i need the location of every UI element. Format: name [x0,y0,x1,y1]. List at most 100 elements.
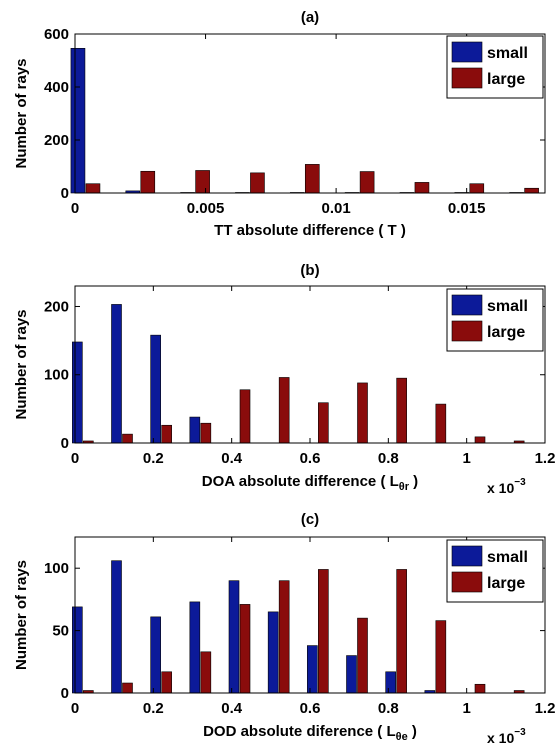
legend-swatch-small [451,545,483,567]
bar-large [122,682,133,694]
bar-large [396,377,407,444]
x-tick-label: 0 [71,200,79,217]
bar-large [414,182,430,194]
bar-large [195,170,210,194]
x-tick-label: 0 [71,450,79,467]
y-tick-label: 100 [44,560,69,577]
legend-swatch-large [451,67,483,89]
x-axis-label-main: DOD absolute diference ( L [203,723,396,740]
legend-swatch-small [451,294,483,316]
legend-swatch-large [451,571,483,593]
bar-large [474,683,486,694]
x-axis-label-subscript: θr [399,481,410,493]
x-tick-label: 0 [71,700,79,717]
chart-panel-1: (a) 0 0.005 0.01 0.015 0 200 400 600 Number of ra… [13,9,546,239]
legend-swatch-large [451,320,483,342]
x-tick-label: 1 [462,700,470,717]
x-tick-label: 0.4 [221,700,243,717]
bar-large [435,403,447,444]
bar-large [304,164,320,194]
y-axis-label: Number of rays [13,560,30,670]
bar-large [239,604,251,694]
x-axis-label: TT absolute difference ( T ) [214,222,406,239]
chart-panel-2: (b) 0 0.2 0.4 0.6 0.8 1 1.2 0 100 200 Number of ray… [13,262,555,496]
bar-small [72,606,83,694]
bar-small [111,560,122,694]
bar-large [278,580,290,694]
y-tick-label: 0 [61,185,69,202]
bar-small [267,611,279,694]
bar-small [72,341,83,444]
bar-large [469,183,485,194]
y-tick-label: 200 [44,132,69,149]
x-tick-label: 0.6 [300,700,321,717]
legend-swatch-small [451,41,483,63]
x-axis-exponent: x 10−3 [487,727,526,746]
bar-small [189,601,201,694]
legend-label-small: small [487,549,528,566]
exponent-power: −3 [514,727,526,738]
x-axis-label-end: ) [408,723,417,740]
x-axis-label-main: DOA absolute difference ( L [202,473,399,490]
bar-large [161,671,172,694]
x-tick-label: 0.015 [448,200,486,217]
bar-large [140,170,156,194]
bar-small [111,304,122,444]
x-tick-label: 1.2 [535,700,556,717]
x-tick-label: 0.8 [378,450,399,467]
x-tick-label: 0.01 [322,200,351,217]
bar-small [150,616,161,694]
legend: small large [446,35,544,99]
x-tick-label: 0.2 [143,700,164,717]
x-tick-label: 0.8 [378,700,399,717]
x-axis-label-main: TT absolute difference ( T ) [214,222,406,239]
bar-small [189,416,201,444]
bar-large [278,377,290,444]
bar-large [435,620,447,694]
legend-label-large: large [487,575,525,592]
bar-large [396,569,407,694]
bar-large [200,651,212,694]
bar-large [200,422,212,444]
bar-small [346,655,357,694]
legend: small large [446,288,544,352]
bar-small [385,671,396,694]
y-tick-label: 100 [44,367,69,384]
y-tick-label: 600 [44,26,69,43]
legend-label-small: small [487,298,528,315]
x-axis-label: DOA absolute difference ( Lθr ) [202,473,418,493]
exponent-base: x 10 [487,730,514,746]
bar-large [122,433,133,444]
bar-small [307,645,318,694]
y-tick-label: 0 [61,685,69,702]
legend-label-large: large [487,324,525,341]
axes-box [74,33,546,194]
bar-large [359,171,375,194]
legend: small large [446,539,544,603]
bar-large [318,569,329,694]
y-tick-label: 50 [52,623,69,640]
bar-large [239,389,251,444]
chart-title: (b) [300,262,319,279]
x-axis-exponent: x 10−3 [487,477,526,496]
y-tick-label: 400 [44,79,69,96]
x-tick-label: 1 [462,450,470,467]
chart-title: (c) [301,511,319,528]
chart-title: (a) [301,9,319,26]
x-tick-label: 0.4 [221,450,243,467]
chart-panel-3: (c) 0 0.2 0.4 0.6 0.8 1 1.2 0 50 100 Number of rays… [13,511,555,746]
legend-label-small: small [487,45,528,62]
y-axis-label: Number of rays [13,58,30,168]
bar-small [70,48,86,194]
x-axis-label: DOD absolute diference ( Lθe ) [203,723,417,743]
bar-large [357,382,368,444]
bar-large [85,183,101,194]
exponent-power: −3 [514,477,526,488]
exponent-base: x 10 [487,480,514,496]
legend-label-large: large [487,71,525,88]
y-tick-label: 200 [44,298,69,315]
bar-small [150,334,161,444]
x-axis-label-subscript: θe [396,731,408,743]
bar-large [474,436,486,444]
